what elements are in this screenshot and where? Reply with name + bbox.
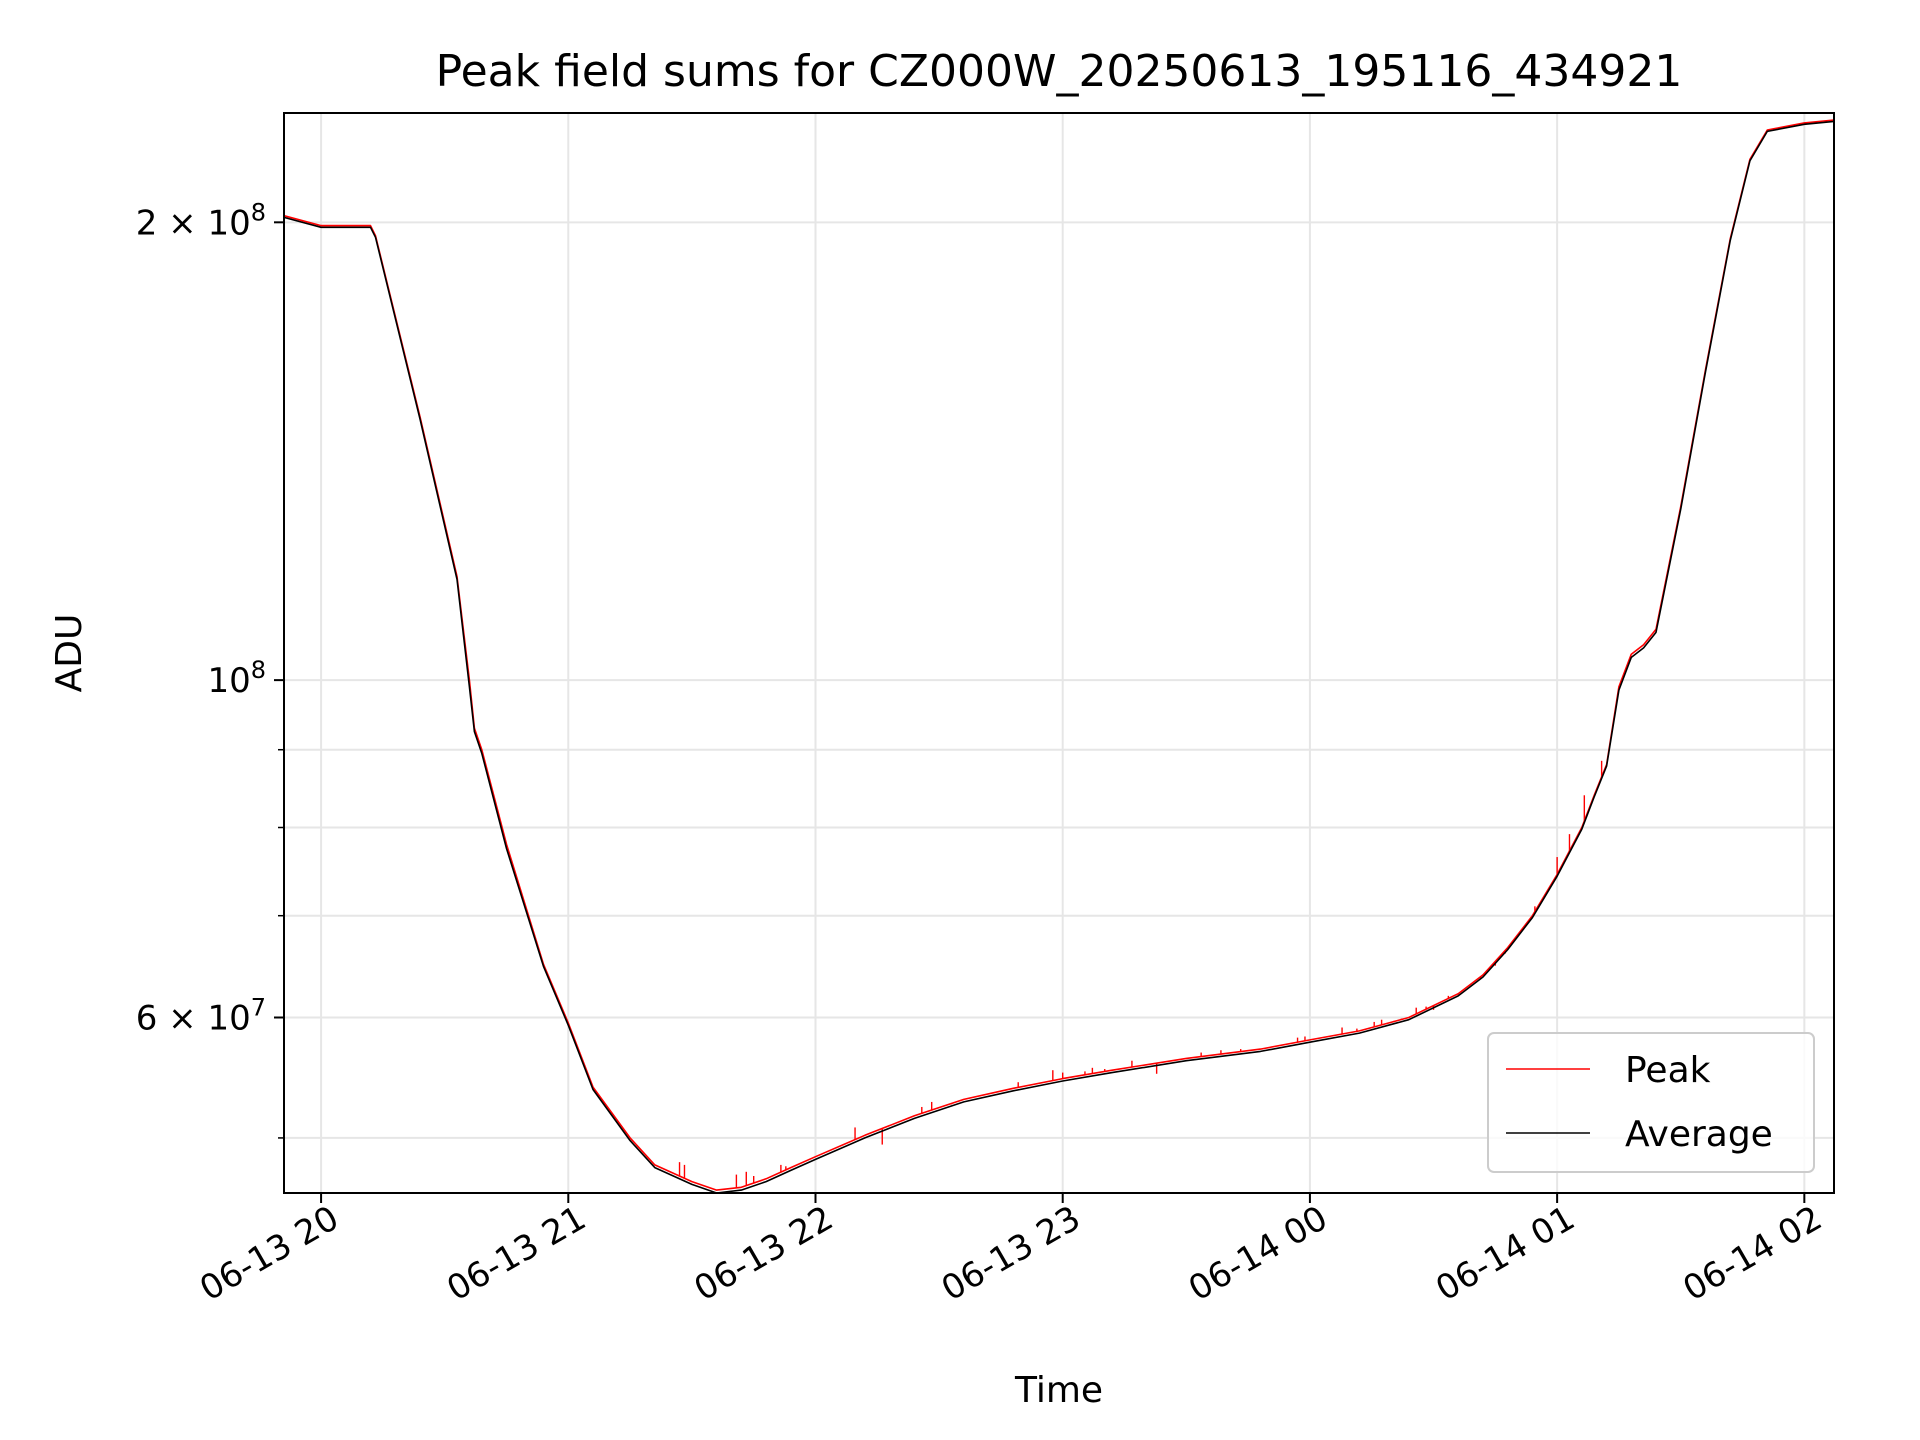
y-tick-label: 6 × 107 [136, 994, 266, 1039]
legend-label-peak: Peak [1625, 1050, 1711, 1091]
plot-frame [283, 112, 1835, 1194]
legend-label-average: Average [1625, 1114, 1773, 1155]
y-axis-label: ADU [49, 614, 90, 693]
y-tick-label: 108 [207, 656, 266, 701]
series-line-average [283, 120, 1835, 1194]
series-line-peak [283, 119, 1835, 1191]
x-axis-label: Time [1014, 1370, 1103, 1411]
series-layer [283, 119, 1835, 1194]
y-tick-label: 2 × 108 [136, 198, 266, 243]
legend: Peak Average [1487, 1032, 1815, 1173]
legend-box [1487, 1032, 1815, 1173]
chart-title: Peak field sums for CZ000W_20250613_1951… [436, 46, 1683, 97]
